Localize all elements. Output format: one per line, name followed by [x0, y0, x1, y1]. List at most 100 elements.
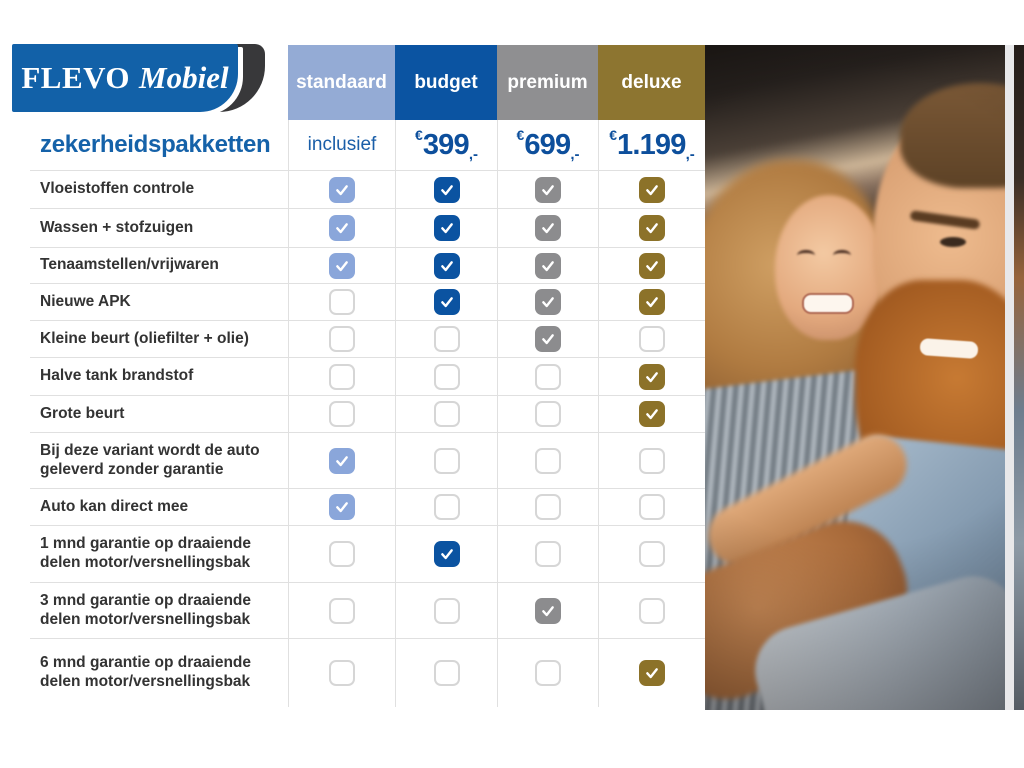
checkbox-unchecked[interactable]: [433, 363, 460, 390]
package-header-label: standaard: [296, 71, 387, 93]
checkbox-checked[interactable]: [433, 176, 460, 203]
checkbox-unchecked[interactable]: [535, 494, 561, 520]
checkbox-unchecked[interactable]: [433, 326, 460, 352]
feature-cell-standaard: [288, 208, 395, 247]
page-title-text: zekerheidspakketten: [40, 131, 271, 158]
checkbox-unchecked[interactable]: [639, 326, 665, 352]
checkbox-unchecked[interactable]: [535, 660, 561, 686]
checkbox-checked[interactable]: [535, 326, 561, 352]
checkbox-unchecked[interactable]: [329, 289, 355, 315]
check-icon: [336, 223, 348, 234]
price-suffix: ,-: [468, 146, 478, 163]
checkbox-checked[interactable]: [639, 176, 665, 203]
checkbox-checked[interactable]: [329, 176, 355, 203]
feature-label-text: 6 mnd garantie op draaiende delen motor/…: [40, 654, 252, 690]
feature-label: Wassen + stofzuigen: [30, 208, 288, 247]
checkbox-checked[interactable]: [639, 660, 665, 686]
check-icon: [646, 184, 658, 195]
checkbox-unchecked[interactable]: [535, 541, 561, 567]
package-header-budget: budget: [395, 45, 497, 120]
price-suffix: ,-: [685, 146, 695, 163]
check-icon: [542, 223, 554, 234]
package-header-deluxe: deluxe: [598, 45, 705, 120]
checkbox-checked[interactable]: [433, 215, 460, 241]
checkbox-unchecked[interactable]: [433, 447, 460, 474]
checkbox-checked[interactable]: [329, 447, 355, 474]
package-price-premium: €699 ,-: [497, 120, 598, 170]
checkbox-unchecked[interactable]: [329, 363, 355, 390]
check-icon: [646, 668, 658, 679]
checkbox-unchecked[interactable]: [639, 597, 665, 624]
checkbox-checked[interactable]: [329, 215, 355, 241]
feature-cell-premium: [497, 638, 598, 707]
checkbox-unchecked[interactable]: [433, 597, 460, 624]
feature-cell-standaard: [288, 283, 395, 320]
checkbox-checked[interactable]: [433, 252, 460, 279]
checkbox-checked[interactable]: [535, 252, 561, 279]
feature-cell-budget: [395, 488, 497, 525]
checkbox-unchecked[interactable]: [639, 447, 665, 474]
checkbox-checked[interactable]: [535, 597, 561, 624]
checkbox-unchecked[interactable]: [433, 660, 460, 686]
checkbox-checked[interactable]: [535, 215, 561, 241]
checkbox-checked[interactable]: [535, 289, 561, 315]
checkbox-checked[interactable]: [639, 215, 665, 241]
check-icon: [336, 260, 348, 271]
feature-cell-deluxe: [598, 208, 705, 247]
checkbox-unchecked[interactable]: [535, 363, 561, 390]
checkbox-checked[interactable]: [329, 494, 355, 520]
photo-woman-face-shape: [775, 195, 883, 340]
checkbox-checked[interactable]: [535, 176, 561, 203]
price-included-text: inclusief: [307, 134, 377, 155]
price-currency-symbol: €: [609, 127, 618, 143]
checkbox-checked[interactable]: [433, 541, 460, 567]
checkbox-checked[interactable]: [639, 363, 665, 390]
checkbox-unchecked[interactable]: [639, 541, 665, 567]
check-icon: [440, 260, 453, 271]
checkbox-checked[interactable]: [639, 401, 665, 427]
check-icon: [336, 455, 348, 466]
checkbox-checked[interactable]: [639, 252, 665, 279]
check-icon: [542, 605, 554, 616]
feature-cell-premium: [497, 525, 598, 582]
feature-cell-premium: [497, 283, 598, 320]
feature-label-text: Auto kan direct mee: [40, 497, 189, 515]
checkbox-unchecked[interactable]: [329, 326, 355, 352]
check-icon: [646, 223, 658, 234]
package-price-budget: €399 ,-: [395, 120, 497, 170]
photo-woman-smile-shape: [802, 293, 854, 314]
feature-cell-deluxe: [598, 395, 705, 432]
check-icon: [542, 260, 554, 271]
package-price-standaard: inclusief: [288, 120, 395, 170]
price-suffix: ,-: [570, 146, 580, 163]
feature-label-text: Tenaamstellen/vrijwaren: [40, 256, 219, 274]
feature-label: Nieuwe APK: [30, 283, 288, 320]
checkbox-unchecked[interactable]: [535, 447, 561, 474]
price-currency-symbol: €: [415, 127, 423, 143]
feature-label-text: 1 mnd garantie op draaiende delen motor/…: [40, 535, 252, 571]
checkbox-unchecked[interactable]: [433, 494, 460, 520]
checkbox-unchecked[interactable]: [639, 494, 665, 520]
feature-cell-standaard: [288, 247, 395, 283]
checkbox-unchecked[interactable]: [329, 660, 355, 686]
checkbox-checked[interactable]: [329, 252, 355, 279]
feature-label: 6 mnd garantie op draaiende delen motor/…: [30, 638, 288, 707]
checkbox-unchecked[interactable]: [329, 541, 355, 567]
feature-label-text: Wassen + stofzuigen: [40, 218, 194, 236]
feature-label-text: Kleine beurt (oliefilter + olie): [40, 329, 249, 347]
price-amount: 1.199: [617, 128, 686, 161]
checkbox-unchecked[interactable]: [535, 401, 561, 427]
checkbox-unchecked[interactable]: [329, 597, 355, 624]
checkbox-checked[interactable]: [639, 289, 665, 315]
check-icon: [440, 297, 453, 308]
package-header-standaard: standaard: [288, 45, 395, 120]
feature-cell-standaard: [288, 488, 395, 525]
checkbox-unchecked[interactable]: [329, 401, 355, 427]
checkbox-checked[interactable]: [433, 289, 460, 315]
feature-cell-budget: [395, 638, 497, 707]
checkbox-unchecked[interactable]: [433, 401, 460, 427]
feature-cell-premium: [497, 582, 598, 638]
check-icon: [646, 371, 658, 382]
check-icon: [542, 297, 554, 308]
feature-cell-standaard: [288, 525, 395, 582]
